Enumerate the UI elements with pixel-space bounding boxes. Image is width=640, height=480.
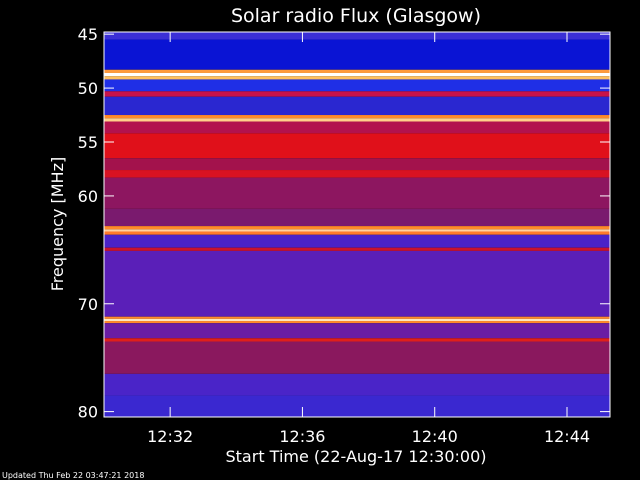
frequency-band <box>104 115 610 119</box>
frequency-band <box>104 234 610 248</box>
chart-title: Solar radio Flux (Glasgow) <box>231 5 481 27</box>
frequency-band <box>104 318 610 322</box>
frequency-band <box>104 39 610 70</box>
frequency-band <box>104 72 610 77</box>
plot-area <box>104 32 610 417</box>
y-tick-label: 80 <box>78 403 98 422</box>
frequency-band <box>104 170 610 178</box>
frequency-band <box>104 118 610 122</box>
x-tick-label: 12:36 <box>279 427 325 446</box>
y-tick-label: 70 <box>78 295 98 314</box>
y-axis-label: Frequency [MHz] <box>48 157 67 291</box>
frequency-band <box>104 250 610 317</box>
frequency-band <box>104 341 610 374</box>
frequency-band <box>104 229 610 232</box>
frequency-band <box>104 316 610 319</box>
x-tick-label: 12:40 <box>412 427 458 446</box>
frequency-band <box>104 323 610 339</box>
y-tick-label: 55 <box>78 133 98 152</box>
frequency-band <box>104 96 610 116</box>
frequency-band <box>104 208 610 227</box>
frequency-band <box>104 321 610 324</box>
frequency-band <box>104 177 610 209</box>
y-tick-label: 50 <box>78 79 98 98</box>
frequency-band <box>104 69 610 73</box>
tick-labels: 12:32 12:36 12:40 12:44 45 50 55 60 70 80 <box>78 25 590 446</box>
frequency-band <box>104 226 610 230</box>
frequency-band <box>104 231 610 235</box>
plot-frame <box>103 31 611 418</box>
frequency-band <box>104 133 610 159</box>
y-tick-label: 45 <box>78 25 98 44</box>
frequency-band <box>104 79 610 92</box>
y-tick-label: 60 <box>78 187 98 206</box>
frequency-band <box>104 32 610 40</box>
frequency-band <box>104 395 610 417</box>
frequency-band <box>104 91 610 97</box>
x-axis-label: Start Time (22-Aug-17 12:30:00) <box>226 447 487 466</box>
frequency-band <box>104 158 610 171</box>
updated-timestamp: Updated Thu Feb 22 03:47:21 2018 <box>2 471 144 480</box>
frequency-band <box>104 76 610 80</box>
x-tick-label: 12:44 <box>544 427 590 446</box>
frequency-band <box>104 121 610 134</box>
frequency-band <box>104 338 610 342</box>
frequency-band <box>104 247 610 251</box>
frequency-band <box>104 373 610 396</box>
x-tick-label: 12:32 <box>147 427 193 446</box>
axis-ticks <box>104 32 610 417</box>
